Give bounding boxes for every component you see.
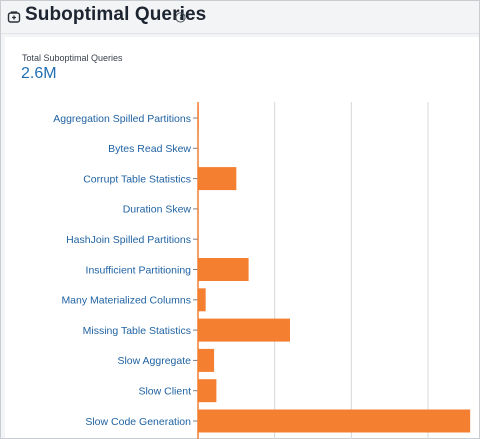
category-label: Slow Client (138, 386, 191, 398)
kpi-value: 2.6M (21, 65, 57, 82)
info-icon[interactable] (175, 12, 186, 23)
category-label: Many Materialized Columns (61, 295, 191, 307)
bar[interactable] (198, 379, 217, 403)
bar[interactable] (198, 167, 237, 191)
category-label: Bytes Read Skew (108, 143, 191, 155)
category-label: Missing Table Statistics (83, 325, 191, 337)
widget-title: Suboptimal Queries (25, 4, 207, 25)
bar[interactable] (198, 409, 471, 433)
category-label: Corrupt Table Statistics (83, 173, 191, 185)
widget-icon[interactable] (7, 10, 21, 24)
bar[interactable] (198, 348, 215, 372)
category-label: Slow Aggregate (117, 355, 191, 367)
bar[interactable] (198, 258, 249, 281)
category-label: Aggregation Spilled Partitions (53, 113, 191, 125)
category-label: HashJoin Spilled Partitions (66, 234, 191, 246)
bar[interactable] (198, 318, 290, 342)
chart-panel (5, 37, 479, 438)
category-label: Slow Code Generation (85, 416, 191, 428)
widget-header: Suboptimal Queries (1, 1, 479, 34)
category-label: Insufficient Partitioning (86, 264, 192, 276)
category-label: Duration Skew (123, 204, 192, 216)
bar[interactable] (198, 288, 206, 312)
kpi-label: Total Suboptimal Queries (22, 53, 123, 63)
